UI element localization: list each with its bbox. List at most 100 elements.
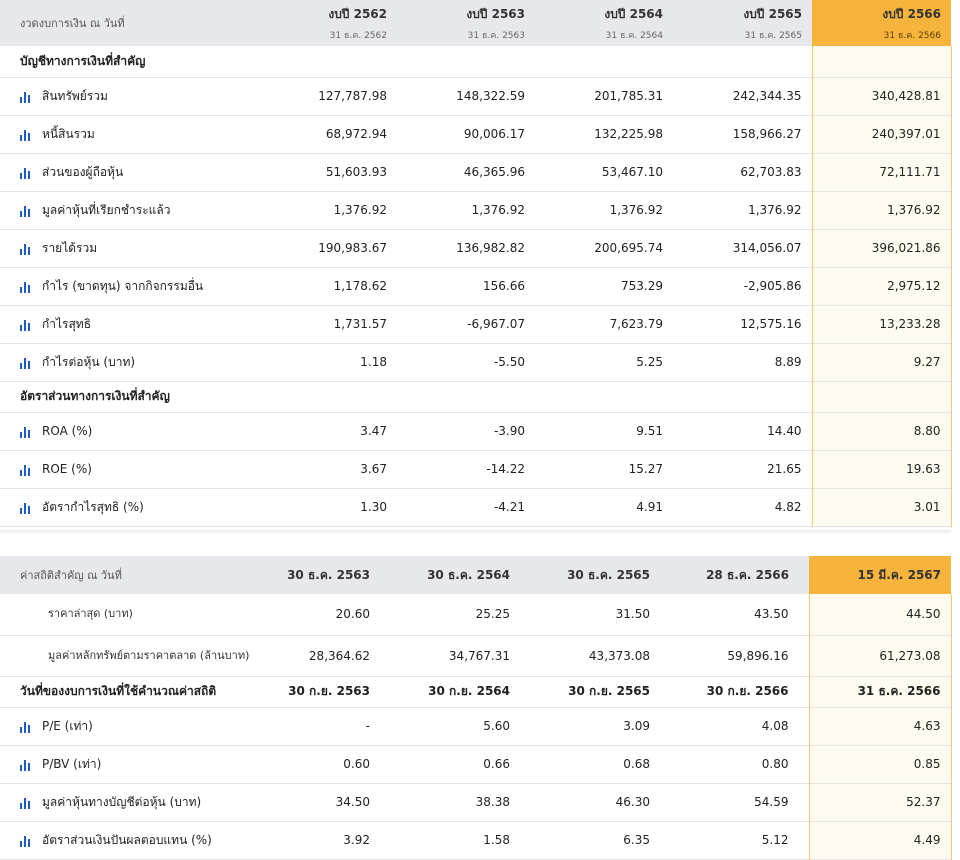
row-label-cell[interactable]: กำไรสุทธิ	[0, 305, 258, 343]
divider	[0, 530, 951, 534]
row-label: กำไรต่อหุ้น (บาท)	[42, 354, 136, 369]
date-header[interactable]: 28 ธ.ค. 2566	[670, 556, 809, 594]
bar-chart-icon[interactable]	[20, 203, 32, 217]
value-cell: 52.37	[808, 783, 952, 821]
section-title: บัญชีทางการเงินที่สำคัญ	[20, 53, 146, 68]
value-cell: 1.18	[360, 355, 387, 369]
date-header-selected[interactable]: 15 มี.ค. 2567	[809, 556, 951, 594]
bar-chart-icon[interactable]	[20, 500, 32, 514]
bar-chart-icon[interactable]	[20, 355, 32, 369]
row-label-cell[interactable]: P/BV (เท่า)	[0, 745, 250, 783]
value-cell: -4.21	[493, 500, 525, 514]
table-row: ROA (%) 3.47 -3.90 9.51 14.40 8.80	[0, 412, 952, 450]
value-cell: 200,695.74	[594, 241, 663, 255]
value-cell: 4.08	[761, 719, 789, 733]
value-cell: 1,376.92	[748, 203, 802, 217]
value-cell: 68,972.94	[325, 127, 387, 141]
row-label-cell[interactable]: ROE (%)	[0, 450, 258, 488]
row-label-cell[interactable]: มูลค่าหุ้นที่เรียกชำระแล้ว	[0, 191, 258, 229]
row-label-cell[interactable]: สินทรัพย์รวม	[0, 77, 258, 115]
value-cell: 51,603.93	[325, 165, 387, 179]
value-cell: 34,767.31	[448, 648, 510, 663]
row-label-cell[interactable]: หนี้สินรวม	[0, 115, 258, 153]
row-label: P/BV (เท่า)	[42, 756, 102, 771]
value-cell: 242,344.35	[732, 89, 802, 103]
row-label: มูลค่าหุ้นที่เรียกชำระแล้ว	[42, 202, 171, 217]
row-label-cell[interactable]: มูลค่าหุ้นทางบัญชีต่อหุ้น (บาท)	[0, 783, 250, 821]
row-label: ROA (%)	[42, 423, 93, 438]
period-header[interactable]: งบปี 2563 31 ธ.ค. 2563	[397, 0, 535, 46]
row-label-cell[interactable]: กำไรต่อหุ้น (บาท)	[0, 343, 258, 381]
row-label: อัตรากำไรสุทธิ (%)	[42, 499, 144, 514]
value-cell: 43.50	[754, 607, 789, 622]
bar-chart-icon[interactable]	[20, 424, 32, 439]
bar-chart-icon[interactable]	[20, 317, 32, 331]
value-cell: 62,703.83	[740, 165, 802, 179]
date-header[interactable]: 30 ธ.ค. 2565	[530, 556, 670, 594]
bar-chart-icon[interactable]	[20, 89, 32, 103]
bar-chart-icon[interactable]	[20, 719, 32, 733]
value-cell: 1.58	[483, 833, 510, 847]
period-header[interactable]: งบปี 2564 31 ธ.ค. 2564	[535, 0, 673, 46]
bar-chart-icon[interactable]	[20, 241, 32, 255]
table-row: ROE (%) 3.67 -14.22 15.27 21.65 19.63	[0, 450, 952, 488]
row-label: กำไร (ขาดทุน) จากกิจกรรมอื่น	[42, 278, 204, 293]
row-label-cell[interactable]: อัตรากำไรสุทธิ (%)	[0, 488, 258, 526]
row-label-cell[interactable]: ROA (%)	[0, 412, 258, 450]
value-cell: 5.12	[761, 833, 789, 847]
bar-chart-icon[interactable]	[20, 795, 32, 809]
value-cell: 0.68	[623, 757, 650, 771]
value-cell: -14.22	[486, 462, 525, 476]
period-header[interactable]: งบปี 2562 31 ธ.ค. 2562	[258, 0, 397, 46]
value-cell: 61,273.08	[808, 635, 952, 676]
value-cell: 156.66	[483, 279, 525, 293]
value-cell: 1,376.92	[333, 203, 387, 217]
value-cell: 20.60	[335, 607, 370, 622]
date-header[interactable]: 30 ธ.ค. 2563	[250, 556, 390, 594]
row-label-cell[interactable]: P/E (เท่า)	[0, 707, 250, 745]
table1-header-label: งวดงบการเงิน ณ วันที่	[0, 0, 258, 46]
row-label: อัตราส่วนเงินปันผลตอบแทน (%)	[42, 832, 212, 847]
value-cell: 0.60	[343, 757, 370, 771]
bar-chart-icon[interactable]	[20, 757, 32, 771]
value-cell: 2,975.12	[811, 267, 952, 305]
row-label: ROE (%)	[42, 461, 92, 476]
value-cell: -6,967.07	[467, 317, 525, 331]
row-label-cell[interactable]: รายได้รวม	[0, 229, 258, 267]
bar-chart-icon[interactable]	[20, 127, 32, 141]
fs-date-row: วันที่ของงบการเงินที่ใช้คำนวณค่าสถิติ 30…	[0, 676, 952, 707]
value-cell: 1.30	[360, 500, 387, 514]
value-cell: 43,373.08	[588, 648, 650, 663]
value-cell: 12,575.16	[740, 317, 802, 331]
value-cell: 1,376.92	[609, 203, 663, 217]
table-row: กำไรต่อหุ้น (บาท) 1.18 -5.50 5.25 8.89 9.27	[0, 343, 952, 381]
row-label-cell[interactable]: อัตราส่วนเงินปันผลตอบแทน (%)	[0, 821, 250, 859]
value-cell: 38.38	[475, 795, 510, 809]
row-label: มูลค่าหุ้นทางบัญชีต่อหุ้น (บาท)	[42, 794, 202, 809]
value-cell: 158,966.27	[732, 127, 802, 141]
period-header[interactable]: งบปี 2565 31 ธ.ค. 2565	[673, 0, 812, 46]
value-cell: 5.25	[636, 355, 663, 369]
bar-chart-icon[interactable]	[20, 833, 32, 847]
period-header-selected[interactable]: งบปี 2566 31 ธ.ค. 2566	[812, 0, 951, 46]
value-cell: 3.01	[811, 488, 952, 526]
row-label-cell[interactable]: ส่วนของผู้ถือหุ้น	[0, 153, 258, 191]
table-row: กำไร (ขาดทุน) จากกิจกรรมอื่น 1,178.62 156.…	[0, 267, 952, 305]
value-cell: 25.25	[475, 607, 510, 622]
value-cell: 4.91	[636, 500, 663, 514]
bar-chart-icon[interactable]	[20, 462, 32, 477]
table-row: สินทรัพย์รวม 127,787.98 148,322.59 201,785.…	[0, 77, 952, 115]
value-cell: 46,365.96	[463, 165, 525, 179]
section-row: อัตราส่วนทางการเงินที่สำคัญ	[0, 381, 952, 412]
table-row: ส่วนของผู้ถือหุ้น 51,603.93 46,365.96 53,46…	[0, 153, 952, 191]
value-cell: 13,233.28	[811, 305, 952, 343]
row-label-cell[interactable]: กำไร (ขาดทุน) จากกิจกรรมอื่น	[0, 267, 258, 305]
date-header[interactable]: 30 ธ.ค. 2564	[390, 556, 530, 594]
row-label: สินทรัพย์รวม	[42, 88, 108, 103]
table2-header-label: ค่าสถิติสำคัญ ณ วันที่	[0, 556, 250, 594]
value-cell: 190,983.67	[318, 241, 387, 255]
bar-chart-icon[interactable]	[20, 165, 32, 179]
value-cell: 314,056.07	[732, 241, 802, 255]
bar-chart-icon[interactable]	[20, 279, 32, 293]
value-cell: -	[365, 719, 370, 733]
